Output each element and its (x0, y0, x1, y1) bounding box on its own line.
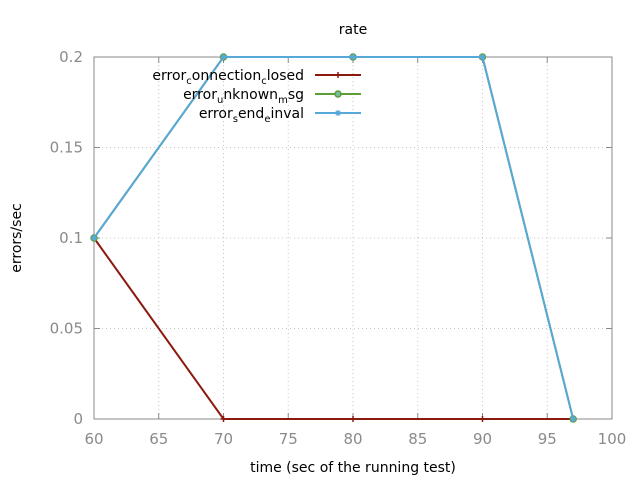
x-axis-label: time (sec of the running test) (250, 460, 456, 476)
y-tick-label: 0.15 (50, 139, 83, 157)
x-tick-label: 75 (279, 430, 298, 448)
x-tick-label: 70 (214, 430, 233, 448)
grid-lines (94, 57, 612, 419)
legend-label: errorsendeinval (199, 106, 304, 125)
data-point-star (350, 54, 356, 60)
data-point-star (220, 54, 227, 60)
data-point-star (91, 235, 97, 241)
legend: errorconnectionclosederrorunknownmsgerro… (152, 68, 361, 125)
data-point-star (335, 110, 341, 116)
data-point-plus (479, 416, 486, 422)
y-tick-label: 0.05 (50, 320, 83, 338)
legend-entry: errorsendeinval (199, 106, 361, 125)
data-point-star (479, 54, 486, 60)
chart-title: rate (339, 22, 367, 38)
x-tick-label: 80 (343, 430, 362, 448)
legend-entry: errorconnectionclosed (152, 68, 361, 87)
x-axis-ticks: 60 65 70 75 80 85 90 95 100 (84, 57, 626, 448)
legend-label: errorunknownmsg (183, 87, 304, 106)
series-error_unknown_msg (90, 53, 577, 423)
data-point-star (570, 416, 577, 422)
series-error_send_einval (91, 54, 577, 422)
y-axis-label: errors/sec (9, 203, 25, 273)
data-point-circle (334, 90, 342, 98)
x-tick-label: 90 (473, 430, 492, 448)
data-point-plus (350, 416, 356, 422)
legend-label: errorconnectionclosed (152, 68, 304, 87)
series-line (93, 237, 574, 420)
x-tick-label: 100 (598, 430, 627, 448)
legend-entry: errorunknownmsg (183, 87, 361, 106)
x-tick-label: 85 (408, 430, 427, 448)
x-tick-label: 60 (84, 430, 103, 448)
y-tick-label: 0.1 (59, 229, 83, 247)
series-error_connection_closed (91, 235, 577, 422)
series-line (93, 56, 575, 420)
y-axis-ticks: 0 0.05 0.1 0.15 0.2 (50, 48, 612, 428)
y-tick-label: 0.2 (59, 48, 83, 66)
x-tick-label: 95 (538, 430, 557, 448)
data-point-plus (335, 72, 341, 78)
y-tick-label: 0 (73, 410, 83, 428)
x-tick-label: 65 (149, 430, 168, 448)
series-layer (90, 53, 577, 423)
data-point-plus (220, 416, 227, 422)
series-line (93, 56, 575, 420)
